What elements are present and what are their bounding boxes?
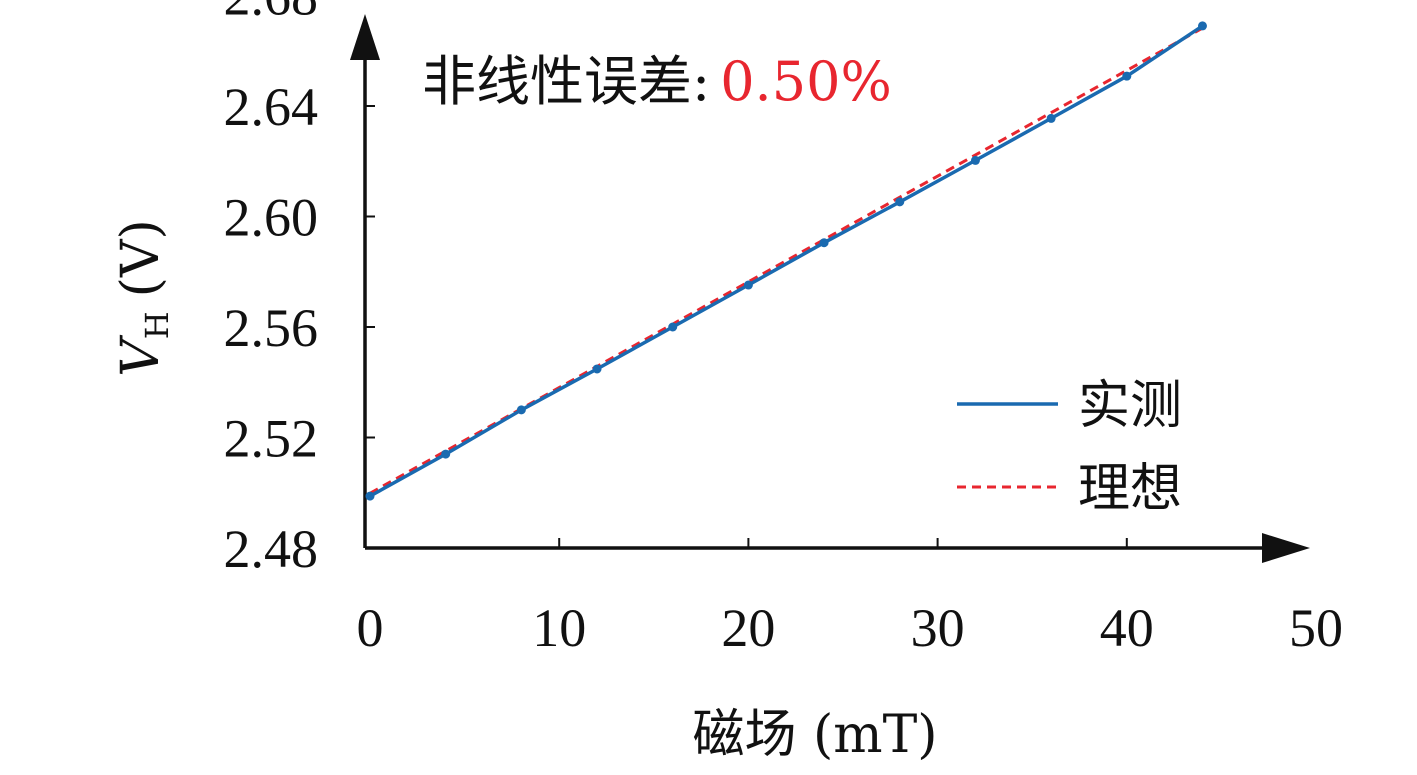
data-point-measured (970, 155, 980, 165)
legend-label-measured: 实测 (1078, 376, 1182, 436)
x-tick-label: 10 (532, 598, 586, 658)
nonlinearity-label: 非线性误差: (422, 50, 710, 113)
y-axis-subscript: H (138, 311, 176, 339)
x-tick-label: 20 (721, 598, 775, 658)
axis-labels: 0 10 20 30 40 50 2.48 2.52 2.56 2.60 2.64 2.68 (224, 0, 1344, 658)
series-lines (365, 21, 1207, 501)
axes (350, 14, 1310, 563)
y-tick-label: 2.64 (224, 77, 319, 137)
data-point-measured (441, 449, 451, 459)
data-point-measured (1122, 71, 1132, 81)
y-tick-label: 2.68 (224, 0, 319, 27)
x-tick-label: 0 (357, 598, 384, 658)
data-point-measured (819, 238, 829, 248)
y-tick-label: 2.60 (224, 188, 319, 248)
x-axis-title: 磁场 (mT) (692, 705, 937, 765)
y-axis-arrow (350, 14, 380, 60)
y-axis-title: VH (V) (111, 219, 176, 377)
data-point-measured (1046, 113, 1056, 123)
x-tick-label: 30 (911, 598, 965, 658)
y-tick-label: 2.52 (224, 409, 319, 469)
data-point-measured (516, 405, 526, 415)
y-tick-label: 2.48 (224, 519, 319, 579)
x-tick-label: 40 (1100, 598, 1154, 658)
data-point-measured (1197, 21, 1207, 31)
data-point-measured (895, 197, 905, 207)
data-point-measured (668, 322, 678, 332)
y-axis-unit: (V) (111, 219, 171, 297)
y-axis-symbol: V (111, 335, 171, 377)
data-point-measured (743, 280, 753, 290)
legend-label-ideal: 理想 (1078, 459, 1182, 519)
data-point-measured (592, 364, 602, 374)
y-tick-label: 2.56 (224, 298, 319, 358)
legend: 实测 理想 (957, 376, 1182, 519)
x-tick-label: 50 (1289, 598, 1343, 658)
series-line-measured (369, 24, 1204, 498)
axis-ticks (365, 105, 1128, 549)
nonlinearity-value: 0.50% (720, 50, 892, 113)
data-point-measured (365, 491, 375, 501)
nonlinearity-annotation: 非线性误差: 0.50% (422, 50, 892, 113)
x-axis-arrow (1262, 533, 1310, 563)
